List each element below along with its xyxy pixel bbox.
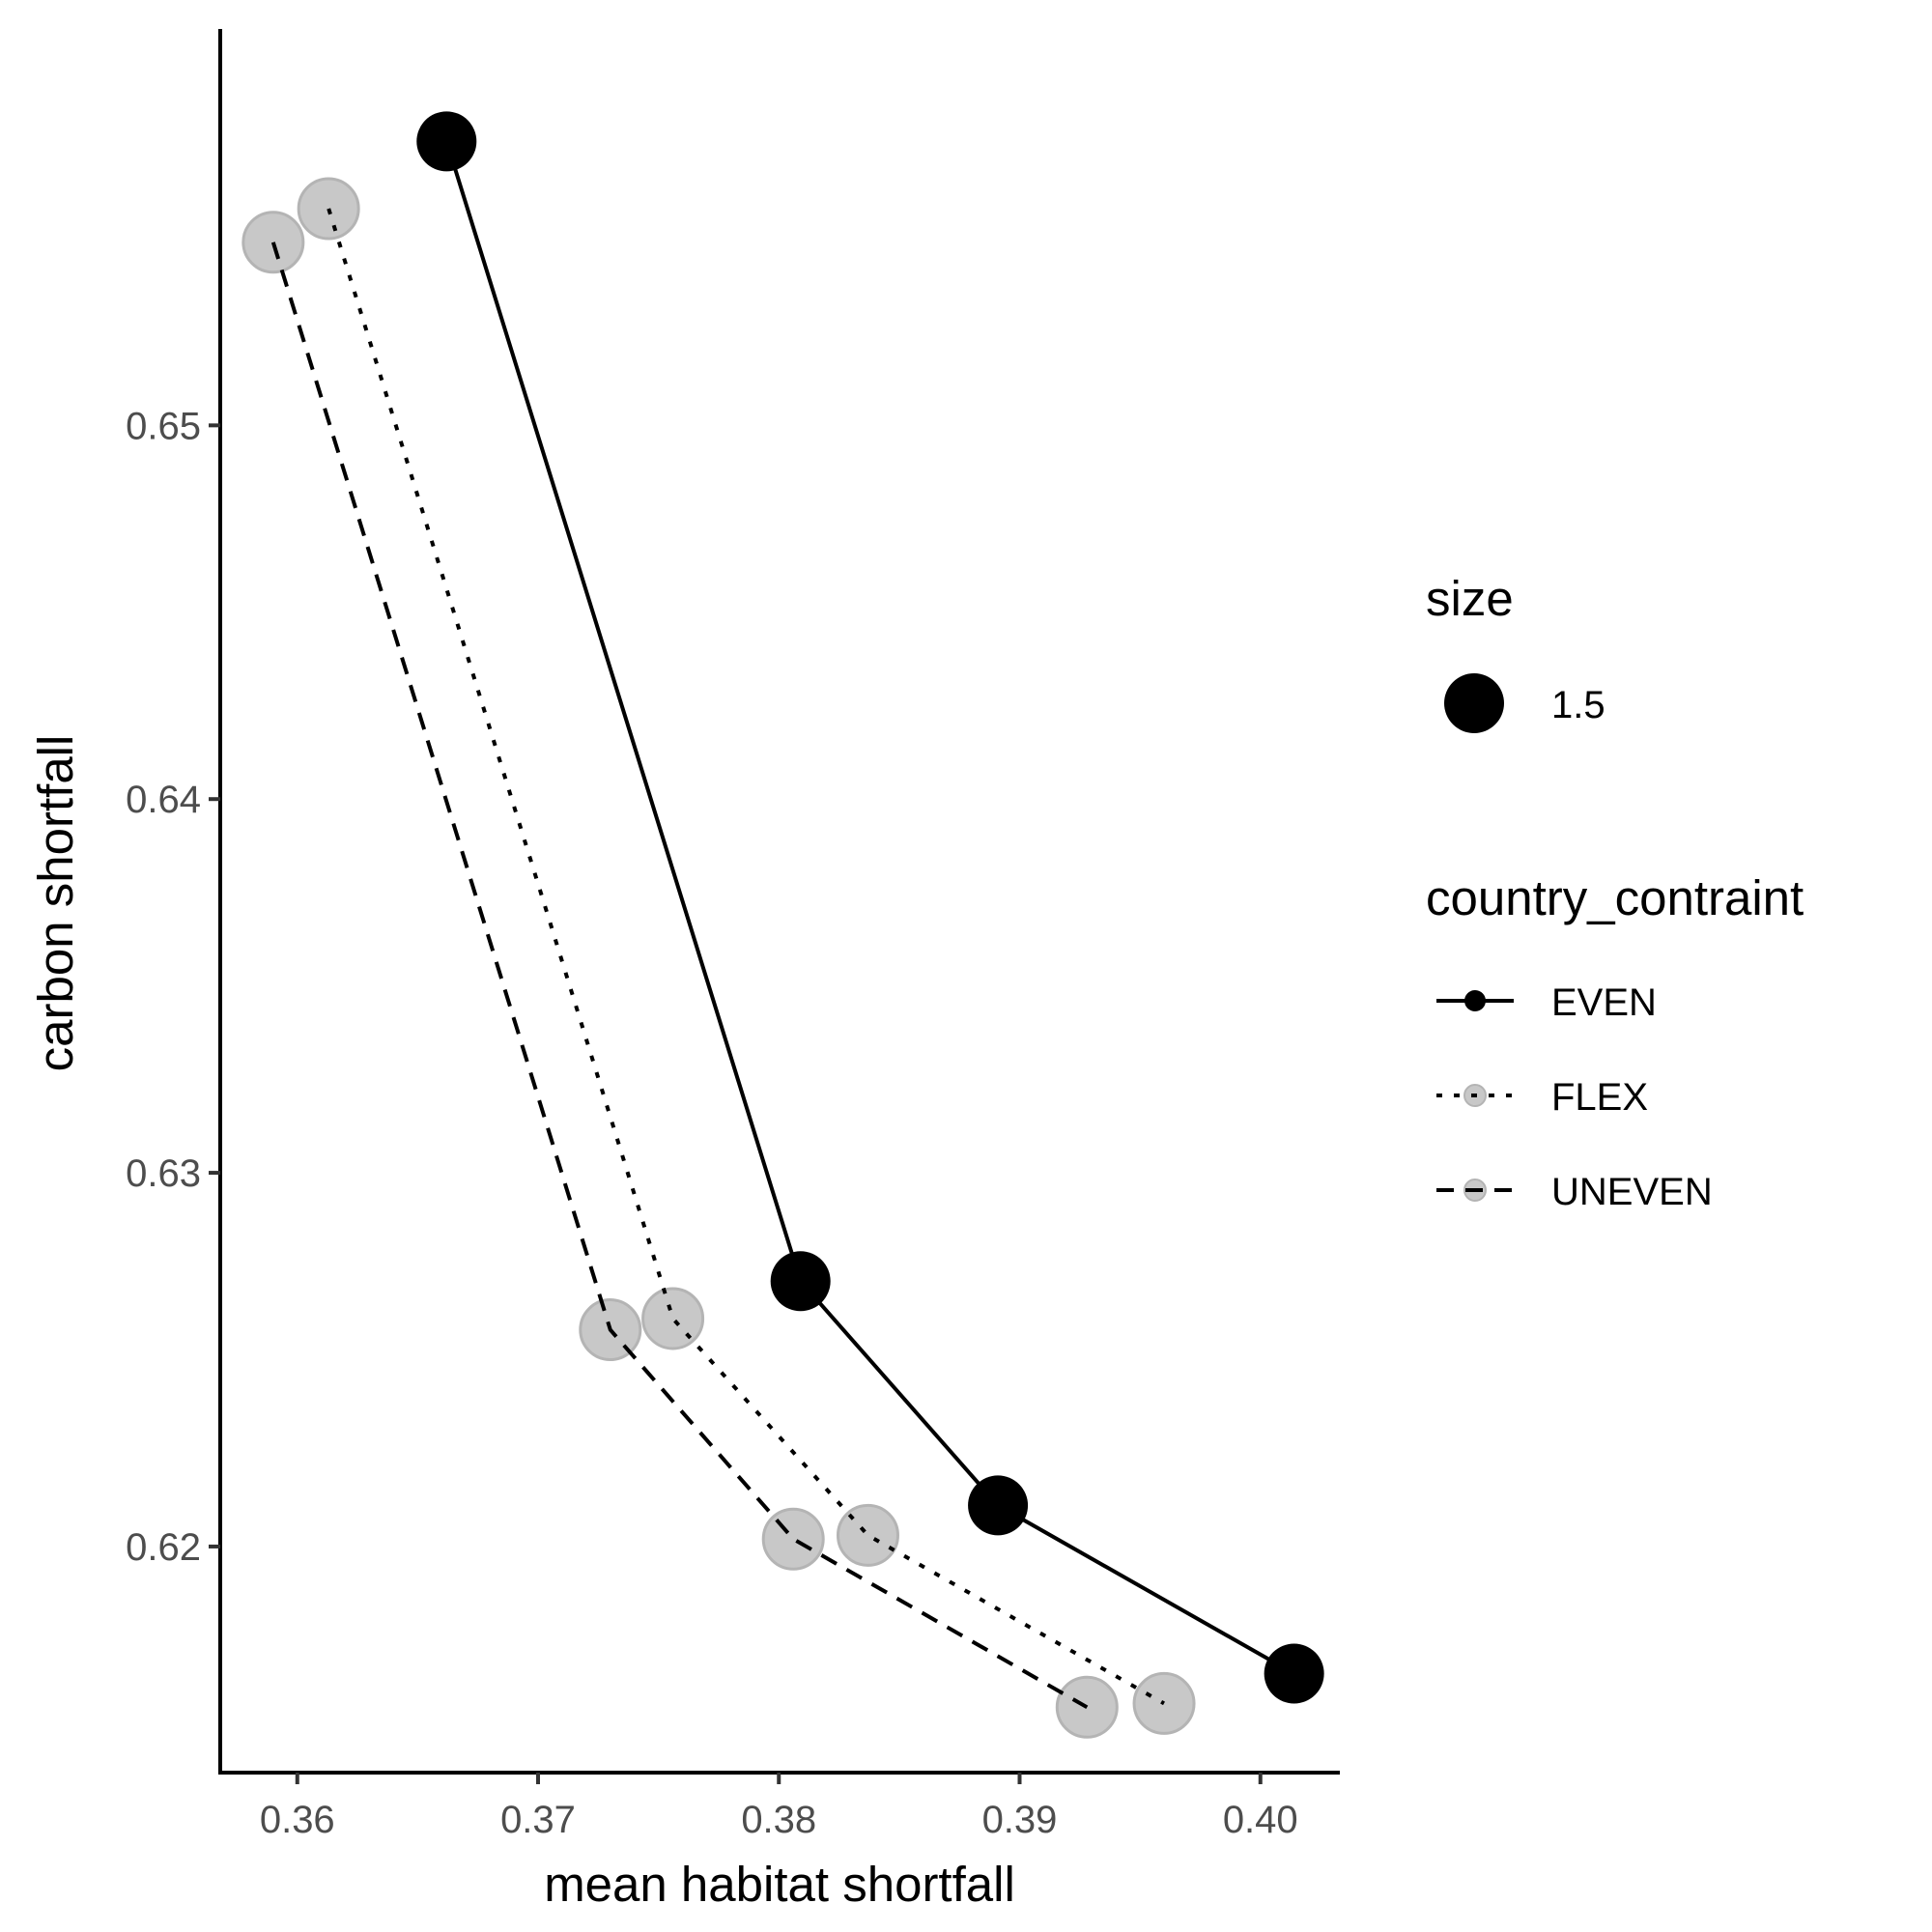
lines-layer — [270, 140, 1295, 1710]
x-axis-title: mean habitat shortfall — [544, 1857, 1015, 1912]
series-line-flex — [327, 208, 1165, 1706]
x-tick-label: 0.37 — [500, 1799, 576, 1841]
plot-area — [242, 111, 1324, 1739]
legend: size 1.5 country_contraint EVEN FLEX UNEVE… — [1426, 571, 1804, 1213]
y-tick-label: 0.64 — [126, 779, 201, 821]
x-tick-label: 0.40 — [1223, 1799, 1298, 1841]
point-uneven — [242, 211, 305, 274]
legend-item-uneven: UNEVEN — [1436, 1171, 1713, 1213]
y-ticks: 0.62 0.63 0.64 0.65 — [126, 405, 220, 1569]
axes: 0.36 0.37 0.38 0.39 0.40 0.62 0.63 0.64 0.65 me… — [28, 29, 1340, 1912]
point-even — [1264, 1643, 1324, 1704]
point-flex — [297, 177, 360, 241]
legend-item-even: EVEN — [1436, 981, 1657, 1024]
point-uneven — [761, 1507, 825, 1571]
series-line-uneven — [270, 242, 1089, 1710]
legend-item-flex: FLEX — [1436, 1076, 1648, 1119]
point-flex — [1132, 1671, 1196, 1735]
point-flex — [641, 1287, 705, 1350]
legend-label-flex: FLEX — [1551, 1076, 1648, 1119]
y-axis-title: carbon shortfall — [28, 735, 83, 1072]
x-tick-label: 0.36 — [260, 1799, 335, 1841]
x-tick-label: 0.38 — [741, 1799, 816, 1841]
x-tick-label: 0.39 — [982, 1799, 1058, 1841]
legend-group-title: country_contraint — [1426, 870, 1804, 925]
y-tick-label: 0.65 — [126, 405, 201, 447]
legend-size-title: size — [1426, 571, 1514, 626]
points-layer — [242, 111, 1324, 1739]
legend-label-even: EVEN — [1551, 981, 1657, 1024]
point-flex — [836, 1503, 899, 1567]
y-tick-label: 0.63 — [126, 1152, 201, 1195]
legend-items: EVEN FLEX UNEVEN — [1436, 981, 1713, 1213]
x-ticks: 0.36 0.37 0.38 0.39 0.40 — [260, 1773, 1298, 1841]
y-tick-label: 0.62 — [126, 1526, 201, 1569]
legend-label-uneven: UNEVEN — [1551, 1171, 1713, 1213]
legend-size-key — [1444, 673, 1504, 733]
series-line-even — [444, 140, 1295, 1676]
legend-size-label: 1.5 — [1551, 684, 1605, 726]
